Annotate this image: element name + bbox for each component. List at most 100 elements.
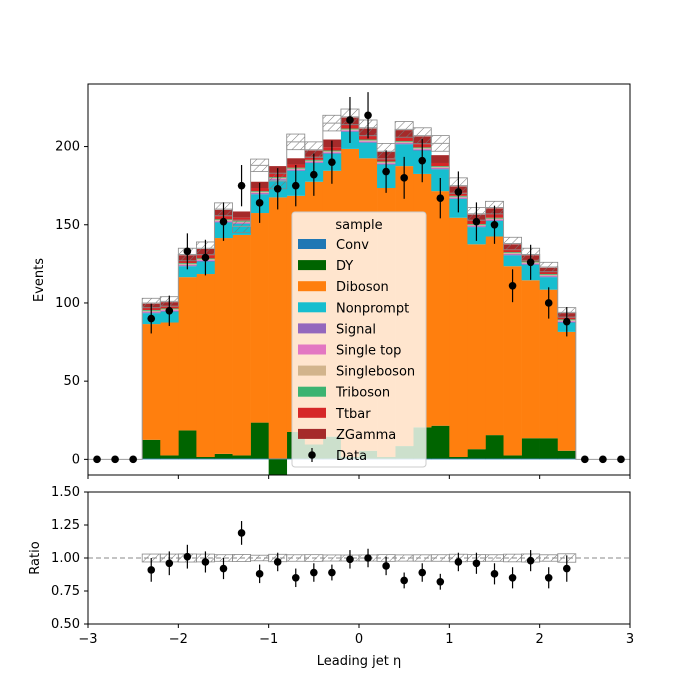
legend-swatch-conv <box>298 239 326 249</box>
ratio-point <box>346 555 354 564</box>
bar-diboson <box>142 324 161 440</box>
ratio-point <box>328 568 336 577</box>
x-tick-label: 3 <box>626 632 634 647</box>
data-point <box>93 455 101 464</box>
legend-swatch-singleboson <box>298 365 326 376</box>
bar-dy <box>485 435 504 459</box>
ratio-x-ticks: −3 −2 −1 0 1 2 3 <box>78 624 634 647</box>
data-point <box>346 116 354 124</box>
ratio-y-axis-label: Ratio <box>28 541 43 574</box>
bar-diboson <box>503 266 522 456</box>
ratio-point <box>526 556 535 565</box>
legend-frame <box>291 211 427 468</box>
bar-dy <box>521 438 540 459</box>
bar-diboson <box>431 191 450 426</box>
bar-diboson <box>467 244 486 450</box>
ratio-y-tick-label: 0.75 <box>51 584 80 599</box>
ratio-point <box>255 570 264 578</box>
legend-label: DY <box>336 259 353 274</box>
data-point <box>382 167 390 176</box>
data-point <box>400 174 408 182</box>
bar-zgamma <box>431 155 450 163</box>
ratio-panel: 0.50 0.75 1.00 1.25 1.50 −3 −2 −1 0 1 2 3 Ratio Le… <box>28 485 634 669</box>
ratio-point <box>544 574 553 582</box>
ratio-point <box>273 558 282 566</box>
legend-label: Conv <box>336 238 369 253</box>
bar-dy <box>250 422 269 459</box>
bar-single-top <box>359 141 378 142</box>
bar-signal <box>503 254 522 256</box>
bar-conv <box>214 458 233 460</box>
bar-single-top <box>431 167 450 169</box>
ratio-point <box>454 558 463 566</box>
data-point <box>617 455 625 464</box>
ratio-point <box>219 564 228 573</box>
legend-label: Data <box>336 449 367 464</box>
legend-label: Signal <box>336 322 376 337</box>
bar-signal <box>539 276 559 278</box>
y-tick-label: 150 <box>55 218 80 233</box>
x-axis-label: Leading jet η <box>317 654 402 669</box>
bar-triboson <box>431 166 450 167</box>
bar-diboson <box>268 197 288 459</box>
bar-diboson <box>214 238 233 454</box>
ratio-point <box>418 568 427 577</box>
data-point <box>581 455 589 464</box>
data-point <box>273 184 282 193</box>
legend-label: ZGamma <box>336 428 396 443</box>
main-y-ticks: 0 50 100 150 200 <box>55 140 88 467</box>
ratio-point <box>201 558 210 566</box>
ratio-point <box>400 576 408 585</box>
bar-conv <box>557 458 577 460</box>
bar-nonprompt <box>359 142 378 159</box>
bar-nonprompt <box>539 277 559 290</box>
bar-signal <box>359 141 378 143</box>
data-point <box>526 258 535 267</box>
bar-dy <box>196 457 215 459</box>
data-point <box>129 455 137 464</box>
legend-swatch-diboson <box>298 281 326 292</box>
data-point <box>508 281 517 290</box>
bar-single-top <box>395 142 414 144</box>
bar-signal <box>431 168 450 170</box>
bar-conv <box>485 458 504 460</box>
bar-conv <box>503 458 522 460</box>
bar-conv <box>160 458 179 460</box>
bar-conv <box>142 458 161 460</box>
bar-nonprompt <box>178 266 197 278</box>
bar-dy <box>467 449 486 459</box>
data-point <box>219 217 228 226</box>
ratio-points <box>147 521 571 590</box>
legend-label: Nonprompt <box>336 301 409 316</box>
bar-conv <box>467 458 486 460</box>
ratio-point <box>291 574 300 582</box>
bar-dy <box>268 459 288 475</box>
bar-triboson <box>359 139 378 141</box>
data-point <box>310 170 318 179</box>
data-point <box>328 158 336 166</box>
bar-dy <box>503 455 522 459</box>
legend-label: Diboson <box>336 280 389 295</box>
ratio-point <box>382 562 390 570</box>
bar-ttbar <box>503 249 522 253</box>
bar-single-top <box>503 253 522 255</box>
bar-conv <box>196 458 215 460</box>
legend-swatch-single-top <box>298 344 326 355</box>
data-point <box>147 314 156 323</box>
bar-zgamma <box>286 158 306 165</box>
legend-title: sample <box>335 218 382 233</box>
ratio-point <box>364 554 372 562</box>
bar-conv <box>178 458 197 460</box>
bar-ttbar <box>539 272 559 275</box>
bar-diboson <box>178 277 197 431</box>
bar-singleboson <box>395 141 414 143</box>
data-point <box>599 455 607 464</box>
bar-dy <box>160 455 179 459</box>
bar-diboson <box>521 280 540 439</box>
data-point <box>490 220 499 229</box>
bar-dy <box>539 438 559 459</box>
bar-conv <box>268 458 288 460</box>
legend-items: Conv DY Diboson Nonprompt Signal Single top Si… <box>298 238 415 464</box>
bar-dy <box>142 439 161 459</box>
